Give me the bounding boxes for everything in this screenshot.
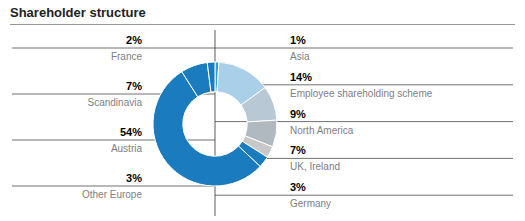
donut — [153, 62, 277, 186]
data-label: 14% — [290, 71, 312, 83]
guide-line — [215, 195, 513, 196]
data-label: 3% — [126, 172, 142, 184]
title: Shareholder structure — [10, 5, 146, 20]
chart: Shareholder structure 1% Asia 14% Employee s… — [0, 0, 525, 221]
category-label: North America — [290, 125, 354, 136]
wedge — [241, 88, 277, 122]
chart-container: Shareholder structure 1% Asia 14% Employee s… — [0, 0, 525, 221]
wedge — [207, 62, 215, 92]
category-label: Austria — [111, 143, 143, 154]
background — [0, 0, 525, 221]
category-label: Employee shareholding scheme — [290, 88, 433, 99]
guide-line — [12, 48, 215, 49]
data-label: 54% — [120, 126, 142, 138]
category-label: Asia — [290, 51, 310, 62]
guide-lines — [12, 48, 513, 195]
data-label: 9% — [290, 108, 306, 120]
wedge — [182, 62, 211, 96]
category-label: Scandinavia — [88, 97, 143, 108]
guide-line — [12, 186, 215, 187]
guide-line — [215, 48, 513, 49]
data-label: 2% — [126, 34, 142, 46]
center-line — [215, 30, 216, 216]
category-label: Other Europe — [82, 189, 142, 200]
data-label: 7% — [126, 80, 142, 92]
category-label: France — [111, 51, 143, 62]
data-label: 1% — [290, 34, 306, 46]
title-separator — [10, 24, 515, 25]
category-label: UK, Ireland — [290, 161, 340, 172]
data-label: 7% — [290, 144, 306, 156]
labels: 1% Asia 14% Employee shareholding scheme 9% N… — [82, 34, 433, 209]
page: {"chart_data": {"type": "pie", "title": … — [0, 0, 525, 221]
category-label: Germany — [290, 198, 331, 209]
data-label: 3% — [290, 181, 306, 193]
